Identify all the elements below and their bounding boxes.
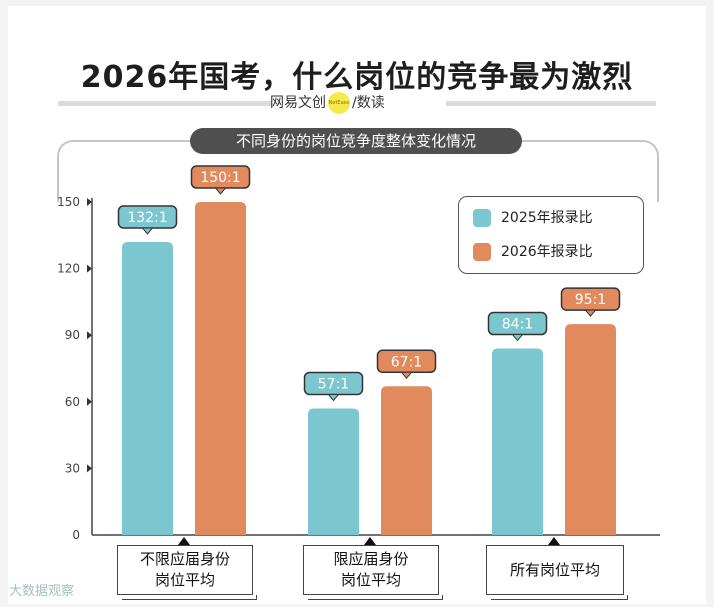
category-pointer-2 [548,537,560,545]
category-box-fresh-grad: 限应届身份 岗位平均 [303,545,443,600]
category-pointer-0 [178,537,190,545]
brand-left: 网易文创 [270,95,326,111]
data-bubble-tail-0-1 [327,393,340,402]
bar-2026-2 [565,324,616,535]
y-tick-mark-90 [87,331,92,340]
y-tick-label-150: 150 [57,195,80,209]
y-tick-mark-120 [87,264,92,273]
category-label-fresh-grad: 限应届身份 岗位平均 [333,550,409,589]
data-label-0-2: 84:1 [502,317,533,333]
brand-separator: / [352,95,357,111]
y-tick-label-90: 90 [65,328,80,342]
y-tick-label-30: 30 [65,461,80,475]
title-divider-right [446,101,656,106]
category-label-all: 所有岗位平均 [509,560,600,579]
category-label-unrestricted: 不限应届身份 岗位平均 [139,550,230,589]
legend-swatch-2025 [473,209,491,227]
brand-byline: 网易文创 NetEase/数读 [270,92,444,114]
data-label-1-0: 150:1 [200,170,240,186]
category-box-unrestricted: 不限应届身份 岗位平均 [117,545,257,600]
legend-item-2025: 2025年报录比 [473,209,593,227]
page-title: 2026年国考，什么岗位的竞争最为激烈 [80,60,634,95]
data-bubble-tail-0-2 [511,334,524,342]
data-bubble-tail-0-0 [141,227,154,235]
data-bubble-tail-1-1 [400,371,413,380]
data-bubble-tail-1-0 [214,187,227,195]
bar-2026-1 [381,386,432,535]
category-pointer-1 [364,537,376,545]
legend-label-2025: 2025年报录比 [501,210,593,226]
brand-logo-icon: NetEase [328,92,350,114]
chart-subtitle: 不同身份的岗位竞争度整体变化情况 [190,128,522,154]
y-tick-label-120: 120 [57,262,80,276]
data-label-0-1: 57:1 [318,376,349,392]
data-bubble-tail-1-2 [584,309,597,317]
legend-item-2026: 2026年报录比 [473,243,593,261]
bar-2025-0 [122,241,173,535]
data-label-0-0: 132:1 [127,210,167,226]
title-divider-left [58,101,272,106]
legend-label-2026: 2026年报录比 [501,244,593,260]
bar-2025-1 [308,408,359,535]
watermark: 大数据观察 [9,584,75,599]
data-label-1-1: 67:1 [391,354,422,370]
category-box-all: 所有岗位平均 [486,545,628,600]
y-tick-mark-150 [87,198,92,206]
chart-legend: 2025年报录比 2026年报录比 [458,196,644,274]
legend-swatch-2026 [473,243,491,261]
y-tick-label-60: 60 [65,395,80,409]
bar-2026-0 [195,202,246,535]
y-tick-mark-60 [87,397,92,406]
data-label-1-2: 95:1 [575,292,606,308]
bar-2025-2 [492,348,543,535]
y-tick-label-0: 0 [72,528,80,542]
y-tick-mark-30 [87,464,92,473]
brand-right: 数读 [356,95,385,111]
